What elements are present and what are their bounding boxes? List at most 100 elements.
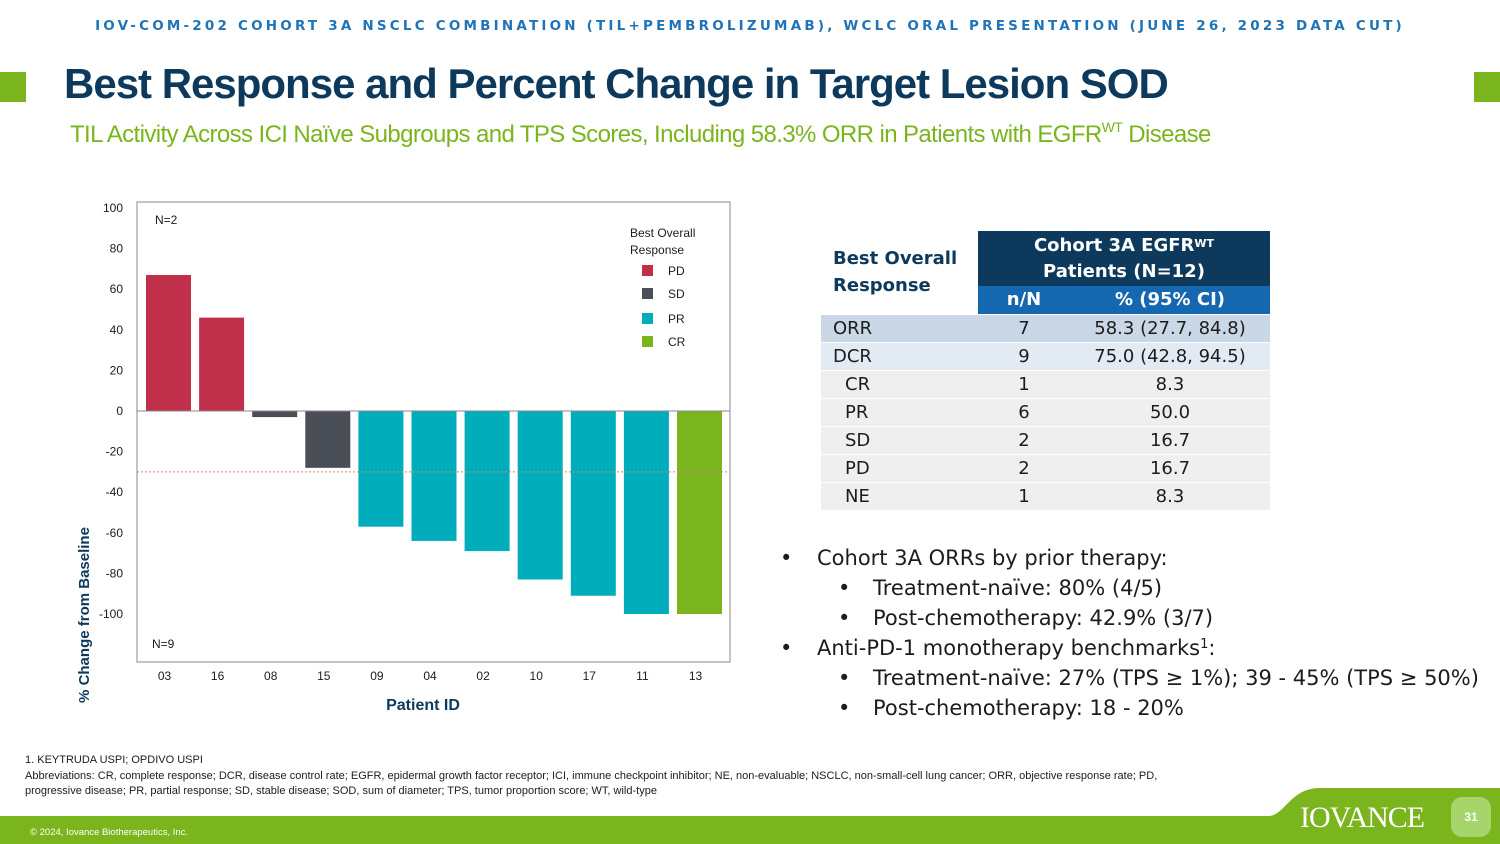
col-n-header: n/N xyxy=(978,286,1070,314)
y-tick-label: 20 xyxy=(110,363,124,377)
x-axis-ticks: 03 16 08 15 09 04 02 10 17 11 13 xyxy=(158,669,703,683)
bar xyxy=(517,411,563,580)
y-axis-ticks: 100 80 60 40 20 0 -20 -40 -60 -80 -100 xyxy=(99,201,123,621)
y-tick-label: 40 xyxy=(110,323,124,337)
bullet-item: • Treatment-naïve: 80% (4/5) xyxy=(780,573,1479,603)
row-n: 2 xyxy=(978,453,1070,482)
table-row: PR 6 50.0 xyxy=(821,397,1270,426)
legend-swatch xyxy=(642,288,653,299)
footer-band xyxy=(0,788,1500,844)
right-accent-tab xyxy=(1474,72,1500,102)
table-cohort-header: Cohort 3A EGFRWT Patients (N=12) xyxy=(978,231,1270,286)
page-title: Best Response and Percent Change in Targ… xyxy=(64,60,1169,107)
legend: Best Overall Response PD SD PR CR xyxy=(630,226,695,349)
y-tick-label: -80 xyxy=(106,566,124,580)
bullet-text: Cohort 3A ORRs by prior therapy: xyxy=(817,546,1168,570)
x-tick-label: 02 xyxy=(476,669,490,683)
left-accent-tab xyxy=(0,72,26,102)
bullet-text: Post-chemotherapy: 18 - 20% xyxy=(873,696,1184,720)
table-row: ORR 7 58.3 (27.7, 84.8) xyxy=(821,313,1270,342)
bullet-dot-icon: • xyxy=(838,666,851,690)
plot-frame xyxy=(136,201,731,663)
bullet-list: • Cohort 3A ORRs by prior therapy: • Treat… xyxy=(780,543,1479,723)
x-tick-label: 17 xyxy=(583,669,597,683)
brand-logo: IOVANCE xyxy=(1300,801,1425,834)
bar xyxy=(677,411,722,614)
table-row: NE 1 8.3 xyxy=(821,481,1270,510)
y-tick-label: -40 xyxy=(106,485,124,499)
x-tick-label: 03 xyxy=(158,669,172,683)
table-row: DCR 9 75.0 (42.8, 94.5) xyxy=(821,341,1270,370)
row-label: NE xyxy=(821,481,978,510)
cohort-sup: WT xyxy=(1194,236,1215,250)
page-subtitle: TIL Activity Across ICI Naïve Subgroups … xyxy=(70,119,1211,149)
x-tick-label: 09 xyxy=(370,669,384,683)
legend-swatch xyxy=(642,336,653,347)
bullet-text: Treatment-naïve: 27% (TPS ≥ 1%); 39 - 45… xyxy=(873,666,1479,690)
cohort-line1: Cohort 3A EGFR xyxy=(1033,234,1195,256)
bullet-text: Treatment-naïve: 80% (4/5) xyxy=(873,576,1163,600)
bar xyxy=(411,411,457,541)
header-band: IOV-COM-202 COHORT 3A NSCLC COMBINATION … xyxy=(95,18,1405,34)
subtitle-end: Disease xyxy=(1122,121,1211,148)
x-tick-label: 10 xyxy=(530,669,544,683)
x-tick-label: 16 xyxy=(211,669,225,683)
bullet-dot-icon: • xyxy=(780,636,793,660)
legend-label: PR xyxy=(668,312,685,326)
x-axis-label: Patient ID xyxy=(386,697,460,714)
bar xyxy=(146,274,191,411)
y-tick-label: -20 xyxy=(106,445,124,459)
row-label: PD xyxy=(821,453,978,482)
y-tick-label: -100 xyxy=(99,607,123,621)
table-label-line2: Response xyxy=(833,275,931,297)
copyright: © 2024, Iovance Biotherapeutics, Inc. xyxy=(30,827,189,838)
footnote-abbreviations: Abbreviations: CR, complete response; DC… xyxy=(25,769,1158,798)
bullet-text: Post-chemotherapy: 42.9% (3/7) xyxy=(873,606,1214,630)
bullet-text: Anti-PD-1 monotherapy benchmarks xyxy=(817,636,1201,660)
bullet-dot-icon: • xyxy=(780,546,793,570)
bullet-item: • Treatment-naïve: 27% (TPS ≥ 1%); 39 - 4… xyxy=(780,663,1479,693)
bullet-text-end: : xyxy=(1208,636,1216,660)
bullet-dot-icon: • xyxy=(838,696,851,720)
row-label: SD xyxy=(821,425,978,454)
bullet-item: • Anti-PD-1 monotherapy benchmarks1: xyxy=(780,633,1479,663)
row-n: 9 xyxy=(978,341,1070,370)
annotation-n-top: N=2 xyxy=(155,213,178,227)
bullet-dot-icon: • xyxy=(838,576,851,600)
subtitle-main: TIL Activity Across ICI Naïve Subgroups … xyxy=(70,121,1102,148)
bullet-item: • Post-chemotherapy: 42.9% (3/7) xyxy=(780,603,1479,633)
legend-label: PD xyxy=(668,264,685,278)
y-tick-label: 100 xyxy=(103,201,123,215)
row-n: 2 xyxy=(978,425,1070,454)
bar xyxy=(252,411,298,418)
x-tick-label: 11 xyxy=(636,669,649,683)
bar xyxy=(464,411,510,552)
row-label: ORR xyxy=(821,313,978,342)
bar xyxy=(358,411,404,527)
bar xyxy=(199,317,245,411)
row-n: 1 xyxy=(978,481,1070,510)
row-label: CR xyxy=(821,369,978,398)
bar xyxy=(305,411,351,468)
table-row: PD 2 16.7 xyxy=(821,453,1270,482)
row-label: PR xyxy=(821,397,978,426)
col-pct-header: % (95% CI) xyxy=(1070,286,1270,314)
legend-label: SD xyxy=(668,287,685,301)
y-tick-label: -60 xyxy=(106,526,124,540)
row-pct: 8.3 xyxy=(1070,369,1270,398)
response-table: Best Overall Response Cohort 3A EGFRWT Pat… xyxy=(821,231,1270,510)
legend-swatch xyxy=(642,313,653,324)
subtitle-sup: WT xyxy=(1101,119,1123,135)
footnote-reference: 1. KEYTRUDA USPI; OPDIVO USPI xyxy=(25,754,203,766)
row-pct: 75.0 (42.8, 94.5) xyxy=(1070,341,1270,370)
x-tick-label: 15 xyxy=(317,669,331,683)
x-tick-label: 08 xyxy=(264,669,278,683)
x-tick-label: 13 xyxy=(689,669,703,683)
table-label-header: Best Overall Response xyxy=(821,231,978,314)
row-pct: 50.0 xyxy=(1070,397,1270,426)
y-tick-label: 60 xyxy=(110,282,124,296)
table-row: SD 2 16.7 xyxy=(821,425,1270,454)
bar xyxy=(570,411,616,596)
bullet-item: • Cohort 3A ORRs by prior therapy: xyxy=(780,543,1479,573)
